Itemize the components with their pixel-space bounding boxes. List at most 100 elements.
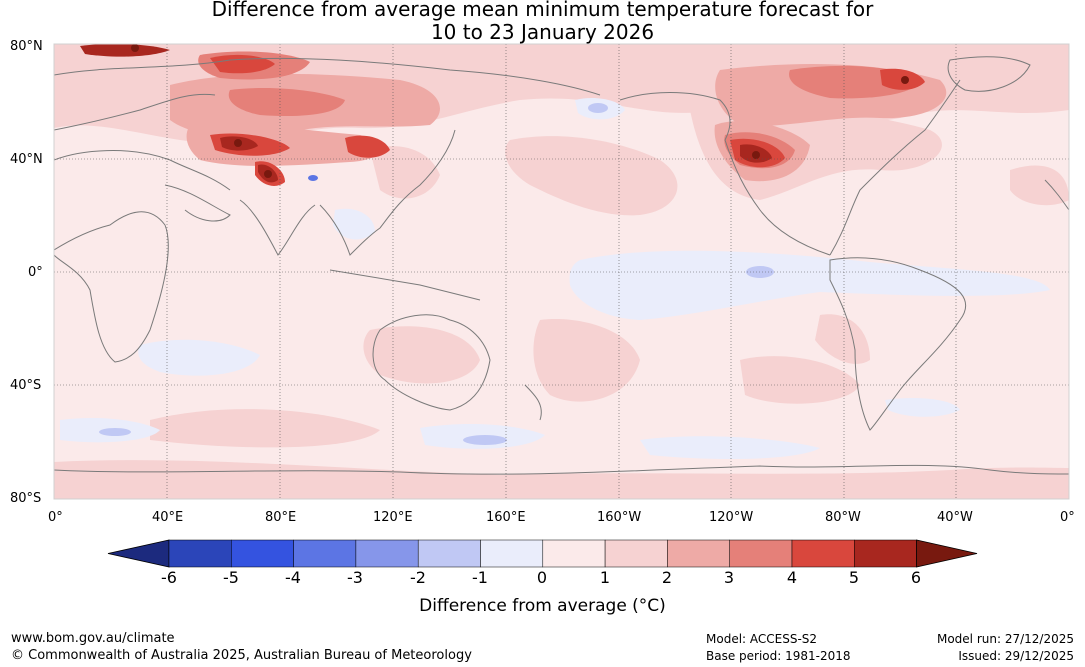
coast-india xyxy=(239,199,316,256)
map-frame xyxy=(53,43,1070,500)
extreme-arctic xyxy=(131,44,139,52)
colorbar-tick: 1 xyxy=(599,568,611,587)
colorbar-tick: 0 xyxy=(536,568,548,587)
footer-base-period: Base period: 1981-2018 xyxy=(706,649,851,663)
extreme-hudson xyxy=(901,76,909,84)
colorbar-swatch xyxy=(791,539,855,568)
coastlines xyxy=(54,56,1069,475)
atlantic-area xyxy=(1010,165,1069,206)
colorbar-swatch xyxy=(417,539,481,568)
colorbar-tick: -2 xyxy=(410,568,426,587)
anomaly-minus2-minus1-areas xyxy=(99,103,774,445)
coast-iberia-west-africa xyxy=(1044,179,1069,211)
lon-label-120e: 120°E xyxy=(373,510,413,525)
footer-website: www.bom.gov.au/climate xyxy=(11,631,175,646)
coast-south-america xyxy=(829,257,967,431)
southern-ocean-cool-core xyxy=(463,435,507,445)
colorbar-tick: -5 xyxy=(223,568,239,587)
coast-north-africa xyxy=(54,150,231,191)
coast-australia xyxy=(372,314,491,411)
map-title-line1: Difference from average mean minimum tem… xyxy=(211,0,874,21)
coast-north-america-west xyxy=(724,139,831,256)
russia-area xyxy=(228,88,345,117)
coast-arabia xyxy=(164,184,231,222)
equatorial-pacific-cool-area xyxy=(569,250,1050,320)
lon-label-80e: 80°E xyxy=(265,510,297,525)
australia-area xyxy=(363,326,480,384)
colorbar-swatch xyxy=(231,539,294,568)
anomaly-minus1-0-areas xyxy=(60,98,1050,460)
lon-label-80w: 80°W xyxy=(825,510,861,525)
lat-label-80s: 80°S xyxy=(10,491,42,506)
colorbar-tick: -6 xyxy=(161,568,177,587)
coast-greenland xyxy=(947,56,1031,92)
lon-label-40w: 40°W xyxy=(937,510,973,525)
extreme-kazakhstan xyxy=(234,139,242,147)
colorbar-swatch xyxy=(480,539,544,568)
mongolia-area xyxy=(345,135,390,158)
south-pacific-area xyxy=(533,319,640,402)
colorbar-swatch xyxy=(168,539,232,568)
colorbar-label: Difference from average (°C) xyxy=(419,596,666,616)
colorbar-tick: -1 xyxy=(472,568,488,587)
colorbar-swatch xyxy=(729,539,793,568)
colorbar-swatch xyxy=(293,539,357,568)
map-title-line2: 10 to 23 January 2026 xyxy=(430,20,655,44)
colorbar-tick: 3 xyxy=(723,568,735,587)
lat-label-0: 0° xyxy=(28,265,43,280)
southern-ocean-area xyxy=(150,409,380,448)
graticule xyxy=(54,44,1069,499)
lon-label-0-west: 0° xyxy=(48,510,63,525)
coast-africa xyxy=(54,211,169,363)
china-cool-area xyxy=(333,208,375,240)
colorbar-arrow-high xyxy=(916,539,978,568)
anomaly-minus4-minus3-areas xyxy=(308,175,318,181)
south-atlantic-area xyxy=(740,356,860,404)
tibet-cold-spot xyxy=(308,175,318,181)
anomaly-above-6-areas xyxy=(131,44,909,178)
colorbar-swatch xyxy=(854,539,917,568)
anomaly-5-6-areas xyxy=(80,44,772,183)
coast-alaska xyxy=(619,92,731,141)
lat-label-40n: 40°N xyxy=(10,152,43,167)
colorbar-tick: 5 xyxy=(848,568,860,587)
coast-europe xyxy=(54,93,216,131)
coast-north-asia xyxy=(54,57,601,96)
footer-model-run: Model run: 27/12/2025 xyxy=(936,632,1074,646)
colorbar-swatch xyxy=(604,539,668,568)
antarctic-band xyxy=(54,460,1069,499)
indian-ocean-cool-area xyxy=(138,339,260,376)
lon-label-160e: 160°E xyxy=(486,510,526,525)
coast-antarctica xyxy=(54,464,1069,475)
lon-label-0-east: 0° xyxy=(1060,510,1075,525)
coast-southeast-asia xyxy=(319,129,456,256)
colorbar xyxy=(107,539,978,568)
south-pacific-cool-area xyxy=(640,436,820,460)
lon-label-120w: 120°W xyxy=(709,510,754,525)
atlantic-cool-area xyxy=(885,398,960,417)
extreme-nevada xyxy=(752,151,760,159)
south-america-area xyxy=(815,314,870,364)
lon-label-40e: 40°E xyxy=(152,510,184,525)
coast-north-america-east xyxy=(829,79,961,256)
footer-issued: Issued: 29/12/2025 xyxy=(958,649,1074,663)
colorbar-tick: -4 xyxy=(285,568,301,587)
colorbar-tick: 2 xyxy=(661,568,673,587)
colorbar-swatch xyxy=(542,539,606,568)
colorbar-tick: 6 xyxy=(910,568,922,587)
footer-copyright: © Commonwealth of Australia 2025, Austra… xyxy=(11,648,472,663)
lat-label-40s: 40°S xyxy=(10,378,42,393)
coast-indonesia xyxy=(329,269,481,301)
extreme-tibet xyxy=(264,170,272,178)
north-atlantic-hot-area xyxy=(80,44,170,57)
lon-label-160w: 160°W xyxy=(597,510,642,525)
colorbar-tick: -3 xyxy=(347,568,363,587)
colorbar-swatch xyxy=(667,539,730,568)
colorbar-swatch xyxy=(355,539,419,568)
footer-model: Model: ACCESS-S2 xyxy=(706,632,818,646)
colorbar-arrow-low xyxy=(107,539,170,568)
bering-cool-core xyxy=(588,103,608,113)
indian-cool-core xyxy=(99,428,131,436)
scandinavia-area xyxy=(210,54,275,74)
